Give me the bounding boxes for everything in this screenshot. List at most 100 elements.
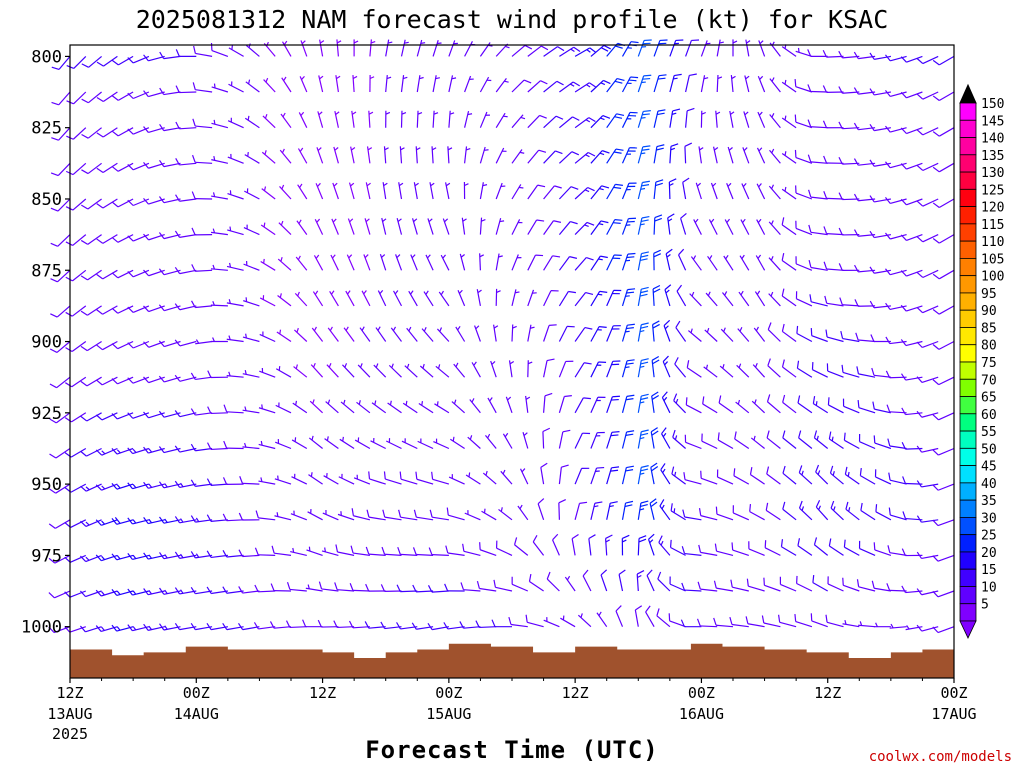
- wind-barb: [270, 583, 292, 592]
- wind-barb: [884, 197, 907, 204]
- wind-barb: [670, 503, 686, 521]
- colorbar-bottom-arrow: [959, 620, 977, 639]
- wind-barb: [65, 269, 87, 282]
- wind-barb: [226, 371, 244, 378]
- wind-barb: [574, 151, 596, 164]
- wind-barb: [127, 234, 150, 242]
- wind-barb: [111, 127, 134, 137]
- wind-barb: [50, 269, 71, 283]
- wind-barb: [621, 359, 635, 378]
- colorbar-swatch: [959, 257, 977, 277]
- wind-barb: [768, 220, 781, 235]
- wind-barb: [769, 148, 781, 164]
- wind-barb: [637, 251, 649, 271]
- wind-barb: [350, 545, 370, 556]
- wind-barb: [756, 183, 766, 200]
- wind-barb: [459, 253, 466, 271]
- wind-barb: [767, 358, 781, 378]
- wind-barb: [95, 483, 118, 491]
- wind-barb: [932, 340, 955, 350]
- wind-barb: [621, 394, 635, 413]
- wind-barb: [111, 305, 134, 314]
- wind-barb: [498, 507, 513, 521]
- wind-barb: [810, 328, 828, 343]
- wind-barb: [96, 269, 118, 280]
- wind-barb: [274, 475, 292, 485]
- wind-barb: [334, 110, 340, 128]
- colorbar-label: 135: [981, 149, 1004, 164]
- wind-barb: [900, 55, 923, 63]
- colorbar-swatch: [959, 188, 977, 207]
- wind-barb: [779, 576, 797, 592]
- wind-barb: [684, 434, 702, 450]
- wind-barb: [812, 396, 829, 414]
- wind-barb: [869, 52, 892, 60]
- wind-barb: [757, 111, 766, 128]
- wind-barb: [238, 549, 260, 558]
- wind-barb: [537, 498, 545, 520]
- wind-barb: [48, 626, 71, 634]
- wind-barb: [206, 478, 228, 486]
- x-tick-hour: 00Z: [435, 684, 462, 702]
- wind-barb: [634, 605, 643, 627]
- colorbar-swatch: [959, 102, 977, 121]
- wind-barb: [415, 471, 434, 485]
- wind-barb: [222, 549, 244, 558]
- wind-barb: [932, 483, 955, 491]
- wind-barbs: [48, 39, 955, 634]
- wind-barb: [263, 41, 276, 57]
- wind-barb: [606, 254, 622, 271]
- wind-barb: [884, 268, 907, 276]
- wind-barb: [794, 149, 813, 164]
- wind-barb: [932, 55, 955, 66]
- wind-barb: [373, 363, 387, 378]
- wind-barb: [829, 465, 844, 485]
- wind-barb: [828, 538, 844, 556]
- wind-barb: [574, 186, 595, 200]
- wind-barb: [741, 183, 750, 200]
- wind-barb: [411, 622, 434, 630]
- wind-barb: [653, 144, 665, 164]
- x-tick-hour: 12Z: [309, 684, 336, 702]
- wind-barb: [331, 218, 339, 235]
- wind-barb: [653, 39, 668, 57]
- wind-barb: [95, 625, 118, 633]
- wind-barb: [238, 586, 260, 594]
- wind-barb: [675, 320, 687, 342]
- wind-barb: [932, 162, 955, 173]
- y-tick-label: 900: [31, 333, 62, 353]
- wind-barb: [353, 39, 359, 57]
- wind-barb: [823, 261, 844, 271]
- wind-barb: [342, 363, 355, 378]
- wind-barb: [574, 117, 596, 129]
- wind-barb: [540, 462, 548, 485]
- wind-barb: [660, 463, 671, 485]
- wind-barb: [385, 110, 391, 128]
- wind-barb: [505, 396, 513, 413]
- wind-barb: [932, 269, 955, 280]
- wind-barb: [828, 431, 844, 449]
- wind-barb: [297, 147, 308, 164]
- wind-barb: [412, 584, 434, 593]
- wind-barb: [794, 613, 813, 628]
- wind-barb: [900, 304, 923, 312]
- wind-barb: [51, 91, 71, 106]
- x-tick-hour: 12Z: [814, 684, 841, 702]
- wind-barb: [761, 615, 781, 628]
- wind-barb: [340, 399, 355, 414]
- colorbar-label: 95: [981, 287, 997, 302]
- wind-barb: [559, 116, 580, 129]
- wind-barb: [889, 623, 907, 629]
- wind-barb: [693, 218, 702, 235]
- wind-barb: [333, 146, 339, 164]
- wind-barb: [558, 360, 574, 378]
- colorbar-swatch: [959, 465, 977, 484]
- wind-barb: [900, 269, 923, 277]
- wind-barb: [337, 511, 355, 521]
- wind-barb: [277, 293, 292, 307]
- wind-barb: [95, 519, 118, 526]
- wind-barb: [680, 212, 687, 235]
- wind-barb: [429, 509, 449, 521]
- wind-barb: [606, 501, 618, 520]
- wind-barb: [511, 254, 522, 271]
